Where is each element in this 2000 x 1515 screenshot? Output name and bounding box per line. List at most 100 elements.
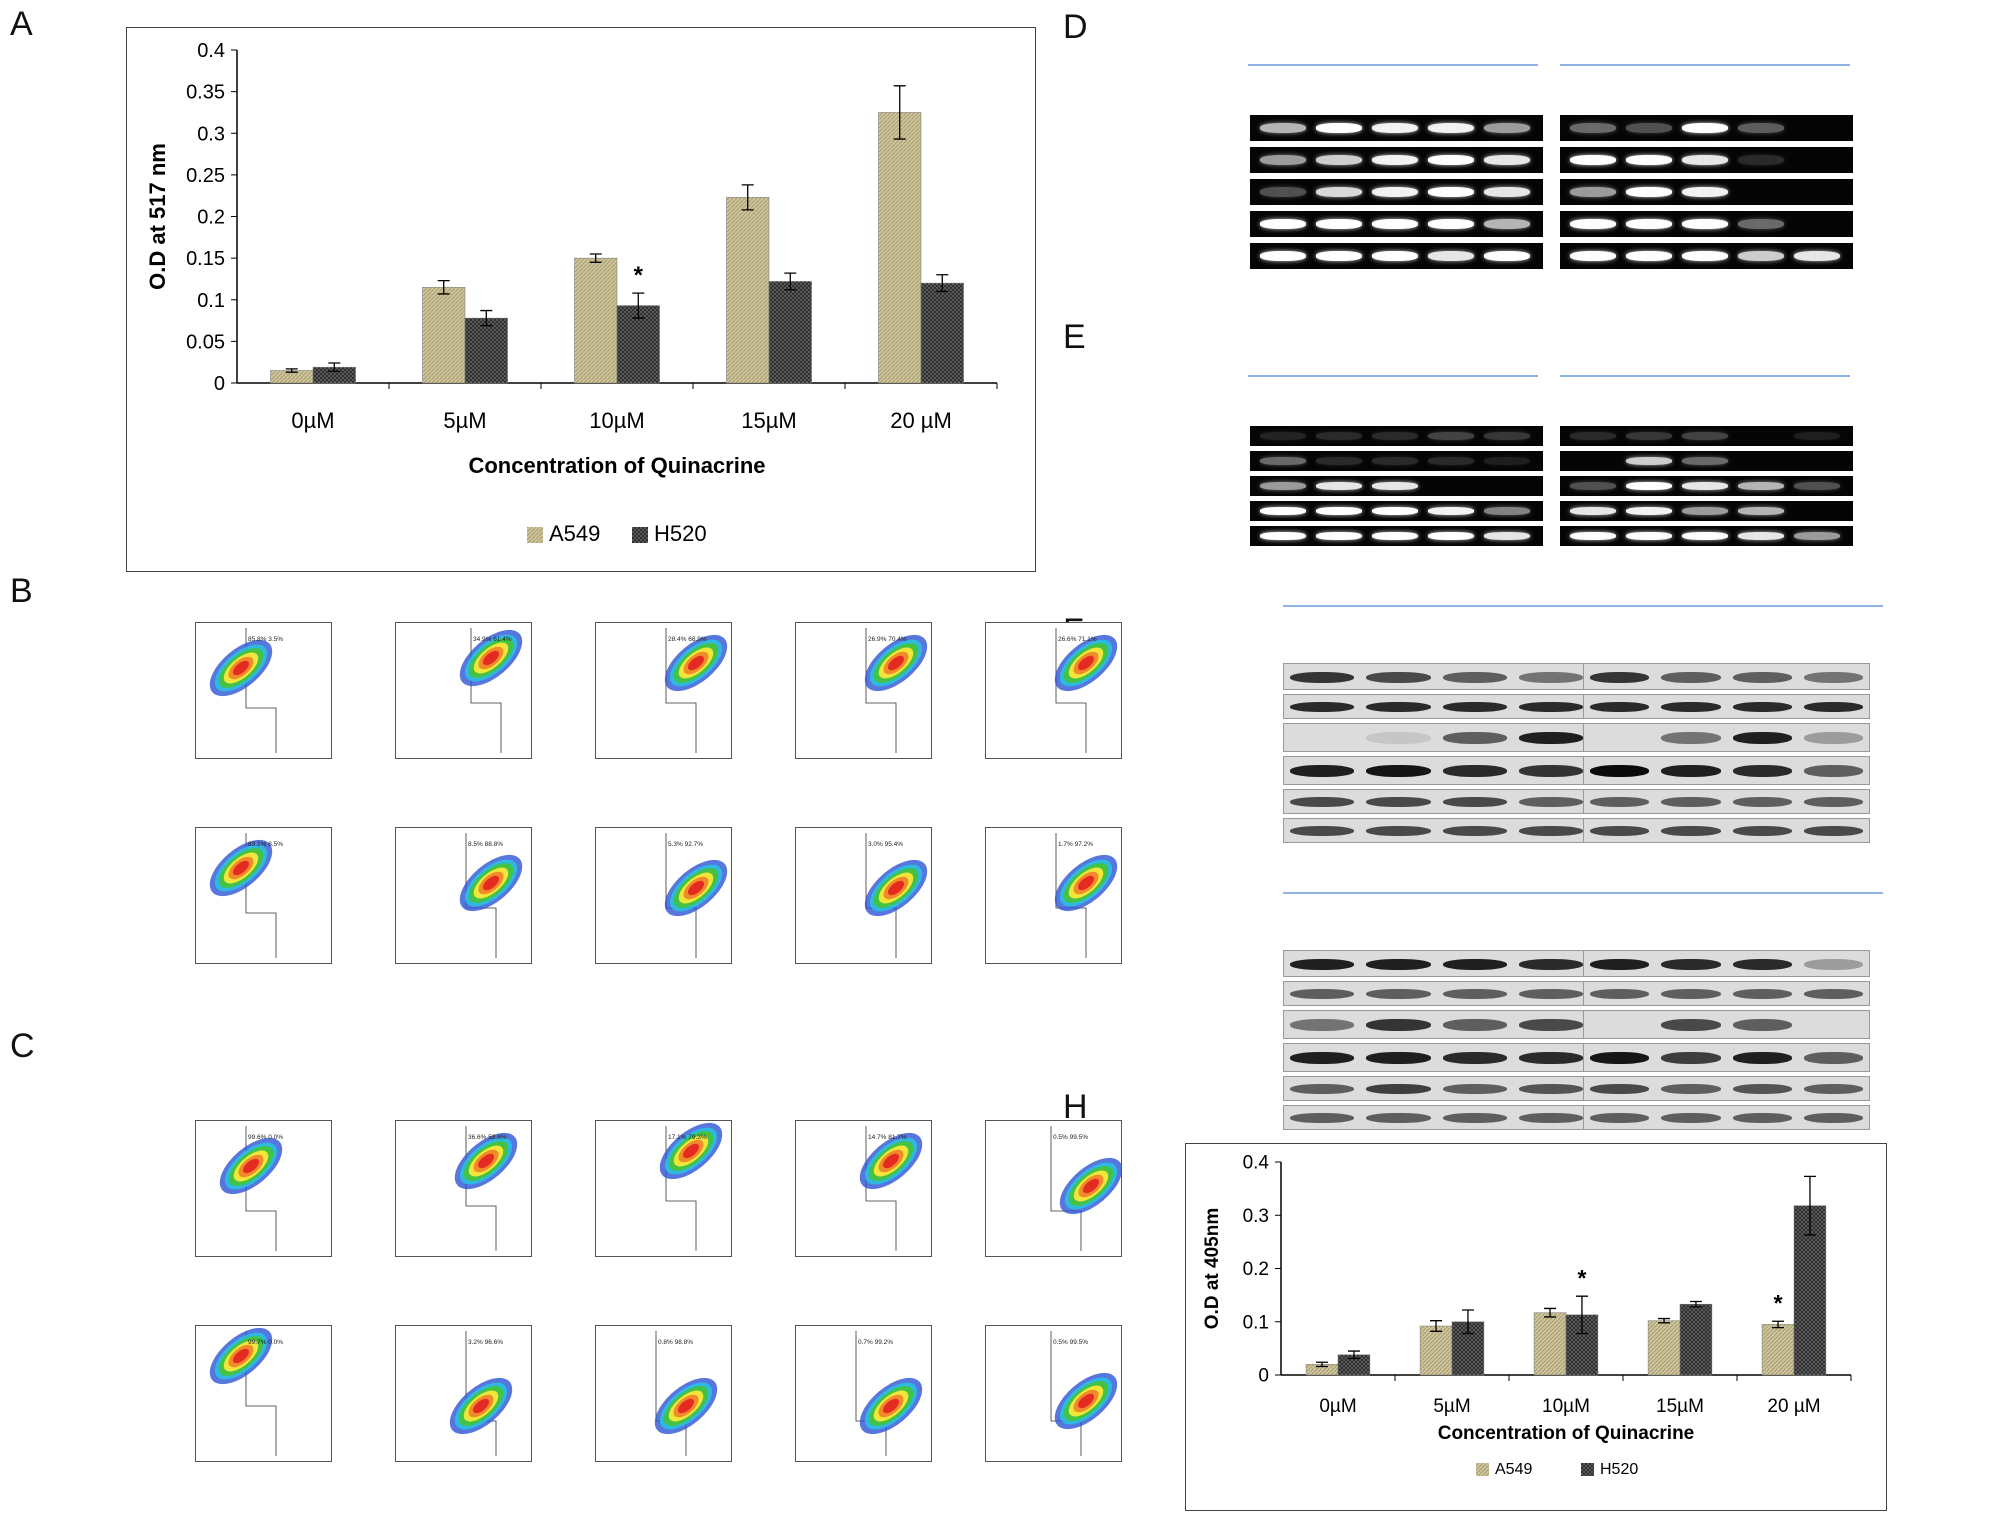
gel-strip xyxy=(1560,179,1853,205)
blot-band xyxy=(1661,1112,1721,1124)
gel-strip xyxy=(1250,526,1543,546)
blot-band xyxy=(1590,958,1650,970)
blot-band xyxy=(1518,825,1583,837)
chart-a: 0 0.05 0.1 0.15 0.2 0.25 0.3 0.35 0.4 0µM 5µM 10µM 1… xyxy=(145,40,998,546)
flow-plot-svg: 28.4% 68.9% xyxy=(664,628,728,753)
blot-band xyxy=(1803,732,1863,745)
gel-band xyxy=(1316,218,1362,230)
y-tick-label: 0.1 xyxy=(1243,1312,1269,1333)
bar-a549 xyxy=(726,197,770,384)
panel-label-d: D xyxy=(1063,8,1088,46)
flow-plot: 0.7% 99.2% xyxy=(795,1325,932,1462)
blot-strip xyxy=(1583,981,1870,1006)
chart-a-frame: 0 0.05 0.1 0.15 0.2 0.25 0.3 0.35 0.4 0µM 5µM 10µM 1… xyxy=(126,27,1036,572)
panel-label-b: B xyxy=(10,572,33,610)
x-tick-label: 5µM xyxy=(1433,1396,1470,1417)
blot-band xyxy=(1661,958,1721,970)
blot-band xyxy=(1590,988,1650,1000)
gel-band xyxy=(1794,432,1840,440)
blot-band xyxy=(1732,1052,1792,1065)
gel-band xyxy=(1260,457,1306,465)
gel-band xyxy=(1682,457,1728,465)
legend-label: A549 xyxy=(549,521,600,546)
flow-plot: 0.8% 98.8% xyxy=(595,1325,732,1462)
blot-band xyxy=(1590,1083,1650,1095)
gel-band xyxy=(1372,532,1418,540)
flow-plot-svg: 99.7% 0.0% xyxy=(209,1327,283,1456)
gel-strip xyxy=(1250,501,1543,521)
blot-band xyxy=(1442,796,1507,808)
flow-plot: 3.0% 95.4% xyxy=(795,827,932,964)
gel-band xyxy=(1484,507,1530,515)
bar-h520 xyxy=(768,281,812,384)
blot-band xyxy=(1442,671,1507,683)
y-tick-label: 0.4 xyxy=(197,40,225,62)
cell-population xyxy=(864,859,928,917)
blot-band xyxy=(1661,1083,1721,1095)
blot-band xyxy=(1732,1083,1792,1095)
gel-band xyxy=(1794,482,1840,490)
gel-band xyxy=(1570,250,1616,262)
y-tick-label: 0.3 xyxy=(1243,1206,1269,1227)
y-tick-label: 0.1 xyxy=(197,290,225,312)
blot-band xyxy=(1290,958,1355,970)
gel-band xyxy=(1316,432,1362,440)
flow-plot: 0.5% 99.5% xyxy=(985,1120,1123,1257)
blot-strip xyxy=(1583,723,1870,752)
flow-plot: 0.5% 99.5% xyxy=(985,1325,1122,1462)
y-tick-label: 0.25 xyxy=(186,165,225,187)
gate-percent: 0.8% 98.8% xyxy=(658,1339,693,1346)
blot-band xyxy=(1366,796,1431,808)
gel-band xyxy=(1682,122,1728,134)
error-bar xyxy=(1316,1361,1329,1368)
y-tick-label: 0 xyxy=(214,373,225,395)
gate-percent: 99.7% 0.0% xyxy=(248,1339,283,1346)
blot-band xyxy=(1442,1052,1507,1065)
divider-24 xyxy=(1248,375,1538,377)
y-tick-label: 0.05 xyxy=(186,331,225,353)
blot-band xyxy=(1803,1112,1863,1124)
blot-band xyxy=(1590,796,1650,808)
blot-band xyxy=(1518,1112,1583,1124)
blot-strip xyxy=(1583,663,1870,690)
gel-band xyxy=(1570,154,1616,166)
bar-a549 xyxy=(1533,1312,1567,1376)
blot-band xyxy=(1732,958,1792,970)
blot-strip xyxy=(1283,950,1590,977)
gel-strip xyxy=(1250,147,1543,173)
x-tick-label: 20 µM xyxy=(1767,1396,1820,1417)
gate-line xyxy=(865,628,897,753)
cell-population xyxy=(664,859,728,917)
blot-band xyxy=(1442,988,1507,1000)
cell-population xyxy=(459,629,523,687)
cell-population xyxy=(209,1327,273,1385)
blot-strip xyxy=(1283,694,1590,719)
blot-band xyxy=(1661,825,1721,837)
blot-band xyxy=(1290,1019,1355,1032)
gel-band xyxy=(1260,482,1306,490)
gate-percent: 34.9% 61.4% xyxy=(473,636,512,643)
gel-band xyxy=(1484,154,1530,166)
blot-strip xyxy=(1283,756,1590,785)
blot-band xyxy=(1518,701,1583,713)
flow-plot-svg: 34.9% 61.4% xyxy=(459,628,523,753)
gel-band xyxy=(1682,432,1728,440)
flow-plot-svg: 8.5% 88.8% xyxy=(459,833,523,958)
gel-band xyxy=(1570,507,1616,515)
legend-label: H520 xyxy=(1600,1461,1638,1478)
flow-plot: 83.1% 8.5% xyxy=(195,827,332,964)
gel-band xyxy=(1682,507,1728,515)
gate-percent: 36.6% 58.6% xyxy=(468,1134,507,1141)
legend-label: H520 xyxy=(654,521,707,546)
cell-population xyxy=(219,1137,283,1195)
flow-plot-svg: 99.6% 0.0% xyxy=(219,1126,283,1251)
significance-mark: * xyxy=(1577,1265,1586,1291)
blot-band xyxy=(1290,988,1355,1000)
blot-strip xyxy=(1283,818,1590,843)
error-bar xyxy=(1544,1307,1557,1318)
blot-band xyxy=(1732,732,1792,745)
blot-strip xyxy=(1583,818,1870,843)
blot-strip xyxy=(1283,1010,1590,1039)
cell-population xyxy=(209,839,273,897)
y-tick-label: 0.15 xyxy=(186,248,225,270)
